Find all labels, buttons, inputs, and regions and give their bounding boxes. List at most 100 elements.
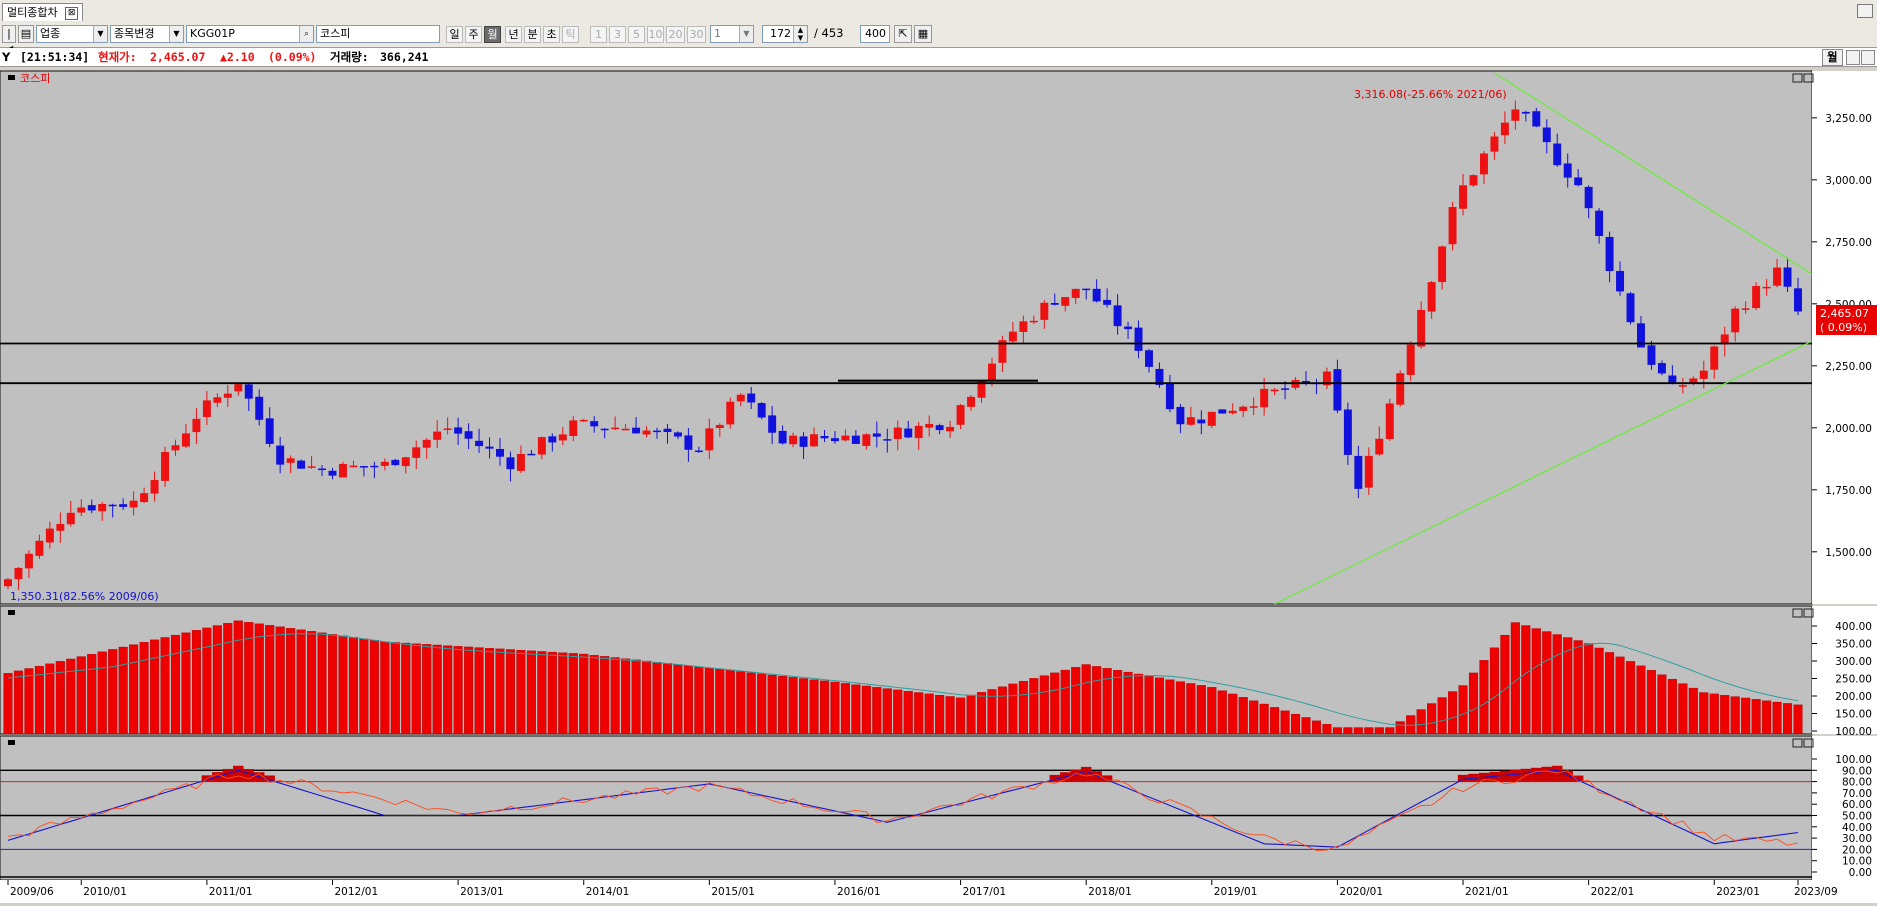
histogram-bar <box>1018 680 1028 735</box>
candle-body <box>1113 305 1122 327</box>
histogram-bar <box>1290 713 1301 735</box>
maximize-panel-icon[interactable] <box>1792 73 1803 83</box>
histogram-bar <box>914 692 924 735</box>
overbought-fill <box>1070 769 1081 782</box>
interval-20[interactable]: 20 <box>666 26 685 43</box>
filter-icon[interactable]: Y <box>2 50 11 64</box>
oscillator-axis-tick-label: 80.00 <box>1842 777 1872 789</box>
panel-toggle-icon[interactable] <box>8 740 15 745</box>
histogram-yaxis <box>1812 606 1877 734</box>
histogram-bar <box>935 694 945 735</box>
grid-icon[interactable]: ▦ <box>914 25 932 43</box>
search-icon[interactable]: ⌕ <box>299 26 313 42</box>
period-indicator[interactable]: 월 <box>1822 49 1843 66</box>
sector-select[interactable]: 업종 ▼ <box>36 25 108 43</box>
histogram-bar <box>997 686 1007 735</box>
interval-3[interactable]: 3 <box>609 26 626 43</box>
oscillator-axis-tick-label: 50.00 <box>1842 811 1872 823</box>
code-input[interactable]: KGG01P ⌕ <box>186 25 314 43</box>
candle-body <box>653 430 661 433</box>
period-week[interactable]: 주 <box>465 26 482 43</box>
oscillator-axis-tick-label: 10.00 <box>1842 856 1872 868</box>
histogram-bar <box>24 668 34 735</box>
histogram-bar <box>757 673 767 735</box>
histogram-bar <box>1531 628 1541 735</box>
histogram-bar <box>1437 697 1447 735</box>
panel-toggle-icon[interactable] <box>8 610 15 615</box>
close-panel-icon[interactable] <box>1803 738 1814 748</box>
histogram-bar <box>673 664 683 735</box>
candle-body <box>1092 288 1101 302</box>
chevron-down-icon: ▼ <box>93 26 107 42</box>
price-change-pct: (0.09%) <box>268 50 317 64</box>
period-tick[interactable]: 틱 <box>562 26 579 43</box>
candle-body <box>1406 344 1415 375</box>
histogram-bar <box>1730 696 1740 735</box>
candle-body <box>475 440 484 447</box>
quote-time: [21:51:34] <box>20 50 90 64</box>
interval-1[interactable]: 1 <box>590 26 607 43</box>
x-axis-label: 2014/01 <box>586 886 630 898</box>
histogram-bar <box>1458 685 1468 735</box>
close-panel-icon[interactable] <box>1803 73 1814 83</box>
interval-30[interactable]: 30 <box>687 26 706 43</box>
interval-10[interactable]: 10 <box>647 26 664 43</box>
period-month[interactable]: 월 <box>484 26 501 43</box>
panel-toggle-icon[interactable] <box>8 75 15 80</box>
candle-body <box>255 396 264 420</box>
mode-icon[interactable]: ▤ <box>18 25 34 43</box>
histogram-bar <box>505 649 516 735</box>
sector-select-value: 업종 <box>40 27 61 40</box>
candle-body <box>265 418 274 444</box>
candle-body <box>1103 299 1112 305</box>
histogram-bar <box>903 691 913 735</box>
export-icon[interactable]: ⇱ <box>894 25 912 43</box>
stepper-arrows-icon[interactable]: ▲ ▼ <box>793 26 807 42</box>
close-icon[interactable]: ⊠ <box>65 6 79 20</box>
period-second[interactable]: 초 <box>543 26 560 43</box>
tab-multi-chart[interactable]: 멀티종합차 ⊠ <box>2 3 84 21</box>
histogram-bar <box>87 654 97 735</box>
maximize-panel-icon[interactable] <box>1792 738 1803 748</box>
price-axis-tick-label: 1,500.00 <box>1825 547 1872 559</box>
period-minute[interactable]: 분 <box>524 26 541 43</box>
candle-body <box>66 512 75 525</box>
histogram-bar <box>55 661 65 735</box>
chart-canvas[interactable]: 3,250.003,000.002,750.002,500.002,250.00… <box>0 69 1877 903</box>
histogram-bar <box>474 647 484 735</box>
interval-5[interactable]: 5 <box>628 26 645 43</box>
count-input[interactable]: 400 <box>860 25 890 43</box>
histogram-bar <box>1196 685 1206 735</box>
x-axis-label: 2023/01 <box>1716 886 1760 898</box>
price-tag-value: 2,465.07 <box>1820 307 1869 320</box>
candle-body <box>380 461 389 466</box>
candle-body <box>1479 153 1488 175</box>
period-year[interactable]: 년 <box>505 26 522 43</box>
close-panel-icon[interactable] <box>1803 608 1814 618</box>
maximize-panel-icon[interactable] <box>1792 608 1803 618</box>
histogram-bar <box>1636 665 1646 735</box>
period-day[interactable]: 일 <box>446 26 463 43</box>
price-tag-pct: ( 0.09%) <box>1820 321 1867 334</box>
histogram-bar <box>799 678 809 735</box>
histogram-bar <box>1751 699 1761 735</box>
window-restore-button[interactable] <box>1857 4 1873 18</box>
candle-body <box>893 427 902 439</box>
toolbar: |◀ ▤ 업종 ▼ 종목변경 ▼ KGG01P ⌕ 코스피 일 주 월 년 분 … <box>0 22 1877 56</box>
page-stepper[interactable]: 172 ▲ ▼ <box>762 25 808 43</box>
interval-select[interactable]: 1 ▼ <box>710 25 754 43</box>
candle-body <box>1197 419 1206 424</box>
close-panel-icon[interactable] <box>1861 50 1875 65</box>
minimize-icon[interactable] <box>1846 50 1860 65</box>
x-axis-label: 2016/01 <box>837 886 881 898</box>
histogram-bar <box>1699 692 1709 735</box>
histogram-bar <box>924 693 934 735</box>
histogram-bar <box>170 634 181 735</box>
histogram-bar <box>160 637 170 735</box>
candle-body <box>1354 455 1363 489</box>
candle-body <box>171 445 180 451</box>
collapse-left-icon[interactable]: |◀ <box>2 25 16 56</box>
change-stock-select[interactable]: 종목변경 ▼ <box>110 25 184 43</box>
stock-name-field: 코스피 <box>316 25 440 43</box>
histogram-bar <box>830 681 840 735</box>
